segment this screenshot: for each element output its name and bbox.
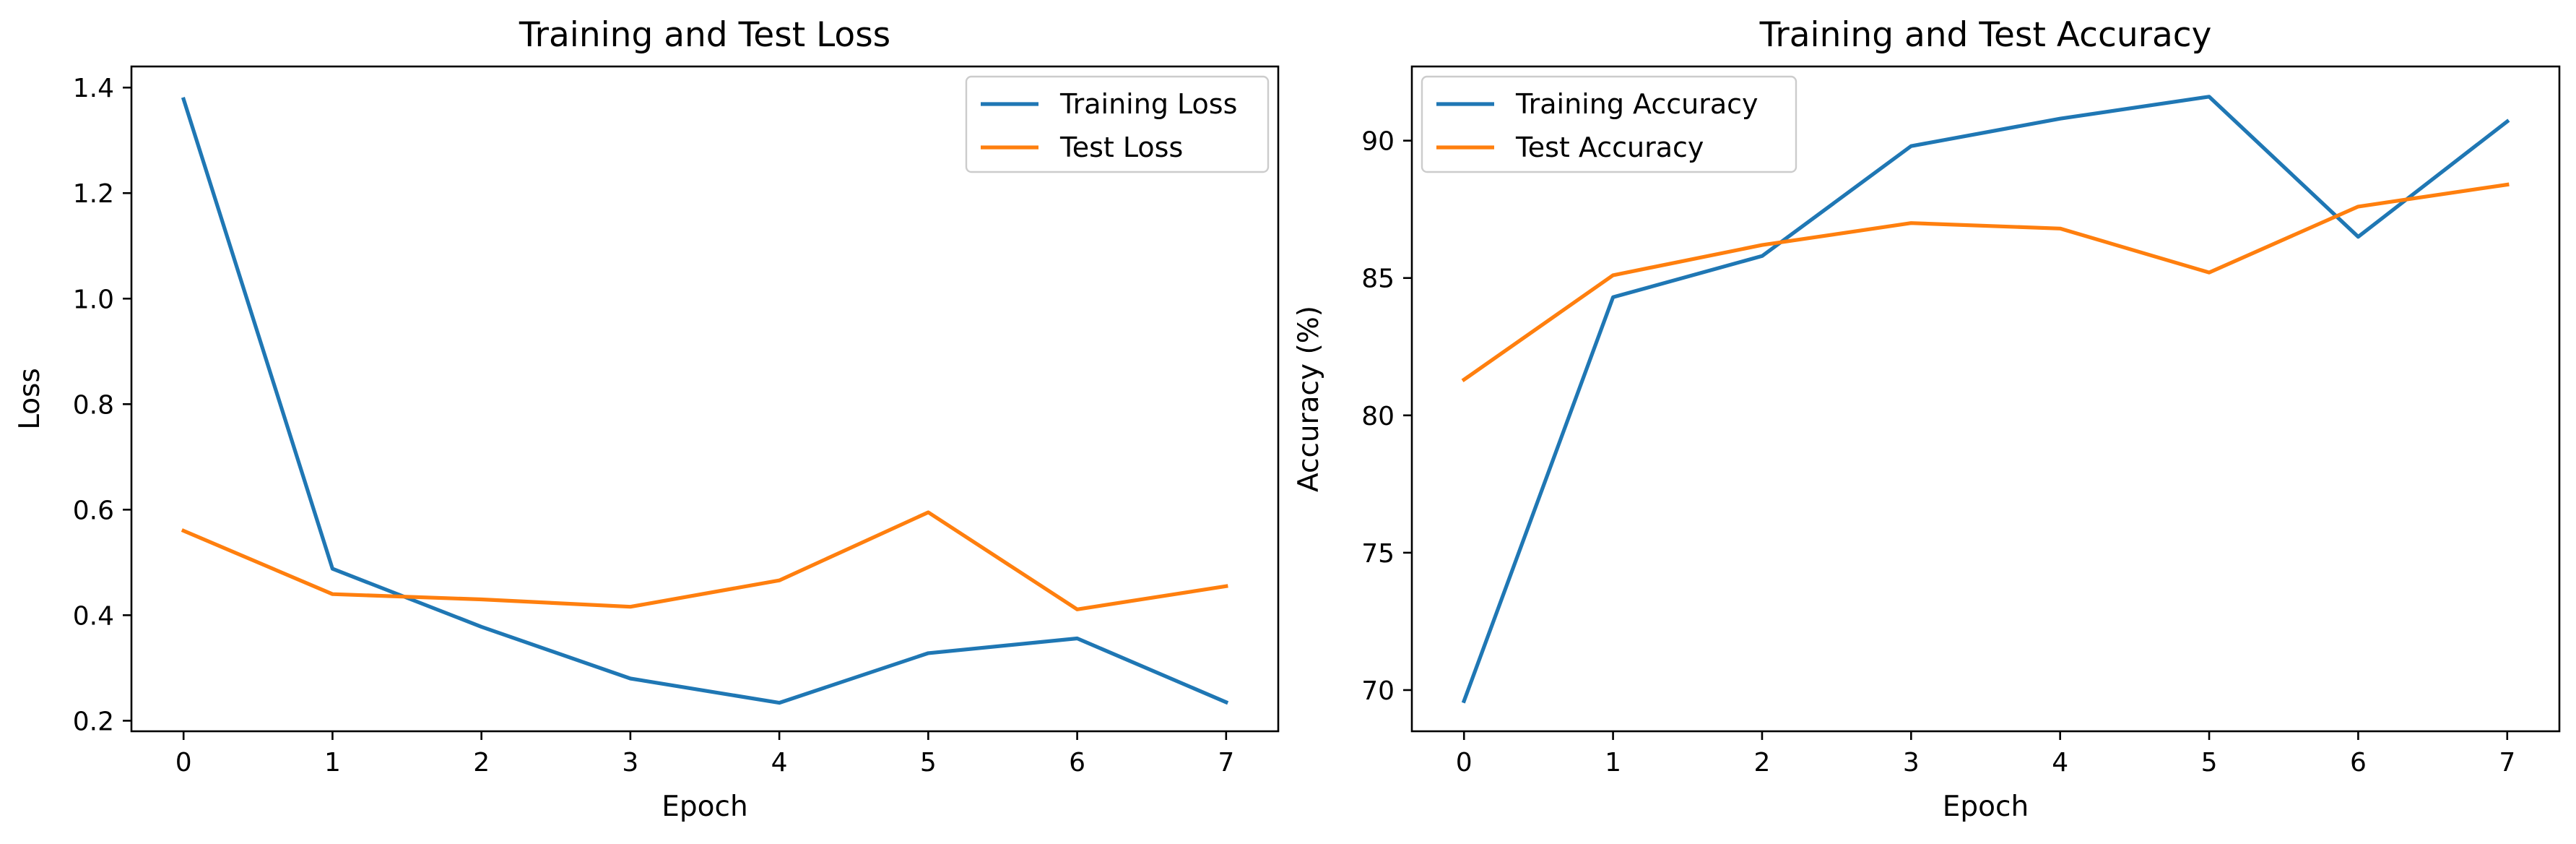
chart1-y-tick-label: 0.6	[73, 496, 114, 525]
chart2-x-axis-label: Epoch	[1943, 791, 2029, 823]
chart2-x-tick-label: 6	[2350, 748, 2367, 778]
chart1-legend-box	[965, 75, 1270, 173]
chart1-axes-frame	[130, 65, 1280, 733]
chart2-x-tick-label: 2	[1754, 748, 1771, 778]
chart1-legend-label-2: Test Loss	[1059, 132, 1183, 163]
chart1-y-tick-label: 1.4	[73, 74, 114, 103]
chart2-series-1-line	[1461, 95, 2510, 704]
chart1-x-tick-label: 6	[1069, 748, 1085, 778]
chart1-x-tick-label: 7	[1218, 748, 1234, 778]
chart2-y-axis-label: Accuracy (%)	[1293, 306, 1325, 492]
chart1-x-tick-label: 1	[324, 748, 341, 778]
chart1-series-2-line	[181, 510, 1228, 611]
chart2-legend-box	[1421, 75, 1797, 173]
chart2-legend-label-1: Training Accuracy	[1515, 88, 1758, 120]
chart2-x-tick-label: 1	[1605, 748, 1621, 778]
chart2-series-2-line	[1461, 182, 2510, 383]
chart2-x-tick-label: 5	[2201, 748, 2218, 778]
chart2-y-tick-label: 80	[1361, 402, 1395, 431]
chart1-legend: Training Loss Test Loss	[965, 75, 1270, 173]
chart2-legend-label-2: Test Accuracy	[1515, 132, 1704, 163]
chart2-y-tick-label: 70	[1361, 676, 1395, 706]
chart2-title: Training and Test Accuracy	[1759, 15, 2212, 55]
chart2-x-tick-label: 4	[2052, 748, 2068, 778]
chart1-x-axis-label: Epoch	[662, 791, 747, 823]
chart1-series-1-line	[181, 97, 1229, 705]
chart1-y-tick-label: 0.4	[73, 601, 114, 631]
chart1: 0 1 2 3 4 5 6 7 0.2 0.4 0.6 0.8 1.0 1.2 1.4 Training an…	[14, 15, 1280, 823]
chart1-y-tick-label: 0.8	[73, 390, 114, 420]
chart1-x-tick-label: 3	[622, 748, 638, 778]
chart2-y-tick-label: 75	[1361, 539, 1395, 569]
chart2-x-tick-label: 7	[2499, 748, 2515, 778]
chart2-legend: Training Accuracy Test Accuracy	[1421, 75, 1797, 173]
chart1-y-tick-label: 1.2	[73, 179, 114, 209]
chart1-y-tick-label: 0.2	[73, 707, 114, 736]
chart2-y-tick-label: 85	[1361, 264, 1395, 294]
chart2-y-tick-label: 90	[1361, 127, 1395, 157]
chart2-x-tick-label: 0	[1456, 748, 1473, 778]
chart1-legend-label-1: Training Loss	[1059, 88, 1237, 120]
chart2: 0 1 2 3 4 5 6 7 70 75 80 85 90 Training and Test Accu…	[1293, 15, 2561, 823]
chart2-x-tick-label: 3	[1903, 748, 1920, 778]
chart1-title: Training and Test Loss	[519, 15, 890, 55]
chart1-x-tick-label: 2	[473, 748, 490, 778]
chart1-y-axis-label: Loss	[14, 368, 46, 430]
chart1-x-tick-label: 5	[920, 748, 937, 778]
chart1-x-tick-label: 0	[175, 748, 192, 778]
chart1-x-tick-label: 4	[771, 748, 788, 778]
chart1-y-tick-label: 1.0	[73, 285, 114, 314]
chart2-axes-frame	[1410, 65, 2561, 733]
